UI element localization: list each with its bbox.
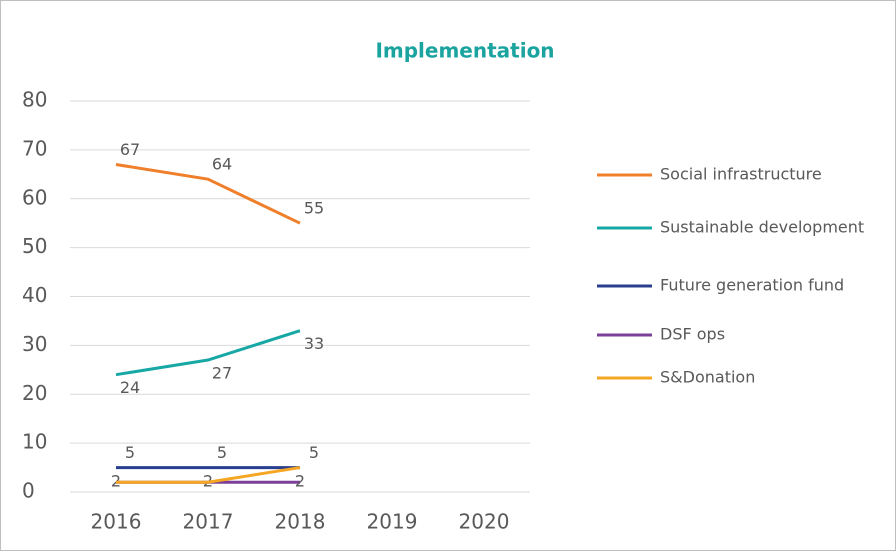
y-tick-label: 0 <box>22 479 35 503</box>
series-line <box>115 329 301 377</box>
data-label: 5 <box>125 443 135 462</box>
y-tick-label: 40 <box>22 283 47 307</box>
x-tick-label: 2020 <box>459 510 510 534</box>
data-label: 24 <box>120 378 140 397</box>
legend-label: Social infrastructure <box>660 165 822 184</box>
legend-label: Sustainable development <box>660 218 864 237</box>
data-label: 27 <box>212 364 232 383</box>
x-tick-label: 2016 <box>91 510 142 534</box>
y-tick-label: 10 <box>22 430 47 454</box>
x-tick-label: 2017 <box>183 510 234 534</box>
y-tick-label: 30 <box>22 332 47 356</box>
y-tick-label: 80 <box>22 88 47 112</box>
data-label: 2 <box>295 472 305 491</box>
legend-label: Future generation fund <box>660 276 844 295</box>
y-tick-label: 50 <box>22 234 47 258</box>
data-label: 67 <box>120 140 140 159</box>
data-label: 55 <box>304 199 324 218</box>
data-label: 5 <box>309 443 319 462</box>
legend-label: S&Donation <box>660 368 755 387</box>
y-tick-label: 70 <box>22 136 47 160</box>
data-label: 5 <box>217 443 227 462</box>
chart-title: Implementation <box>375 39 554 63</box>
x-tick-label: 2018 <box>275 510 326 534</box>
x-tick-label: 2019 <box>367 510 418 534</box>
series-line <box>116 466 301 484</box>
data-label: 33 <box>304 334 324 353</box>
series-line <box>115 163 301 225</box>
data-label: 64 <box>212 155 232 174</box>
y-tick-label: 60 <box>22 185 47 209</box>
legend-label: DSF ops <box>660 325 725 344</box>
y-tick-label: 20 <box>22 381 47 405</box>
